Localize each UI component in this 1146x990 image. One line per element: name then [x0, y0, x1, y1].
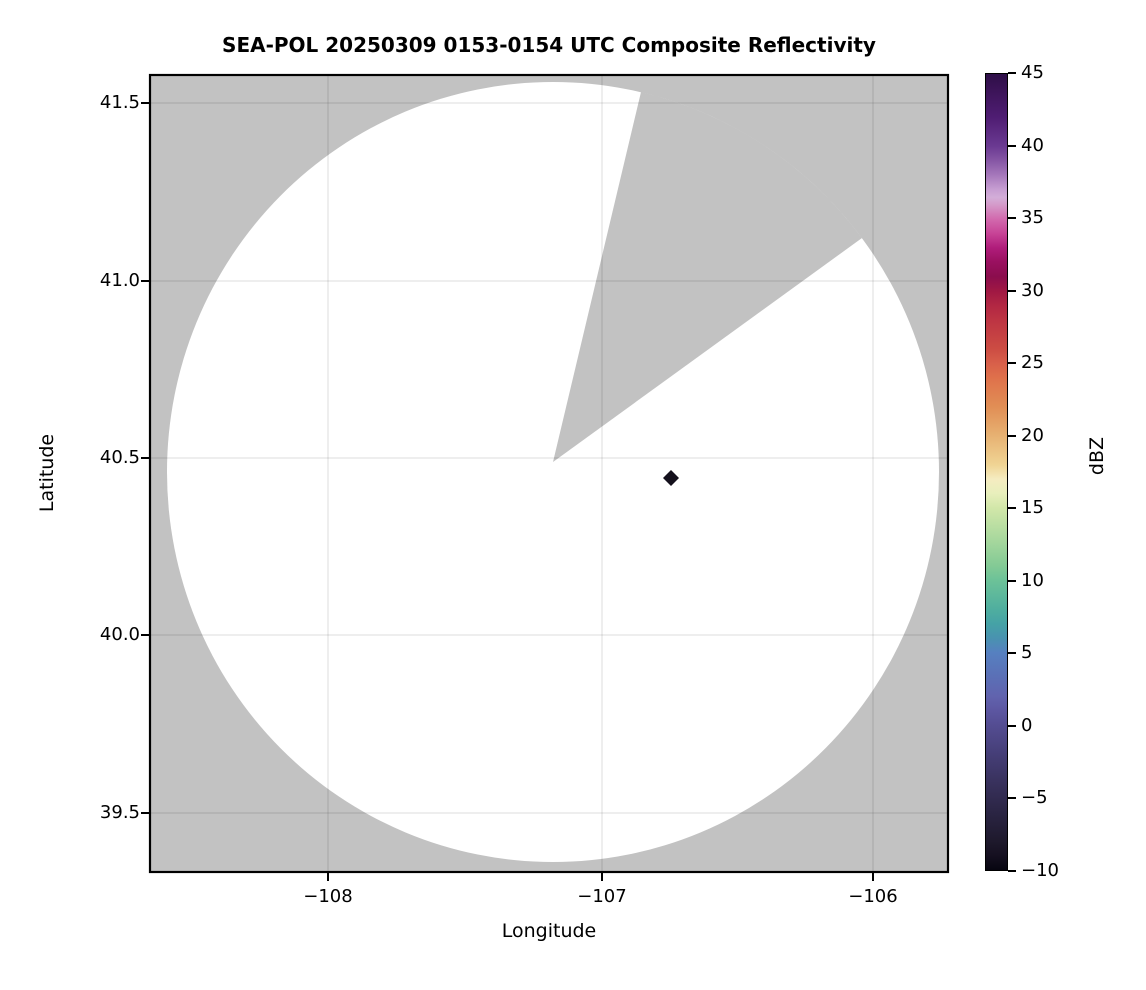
colorbar-tick	[1008, 362, 1016, 364]
y-tick-label: 41.5	[99, 92, 140, 113]
colorbar-tick	[1008, 72, 1016, 74]
colorbar-tick	[1008, 797, 1016, 799]
axis-tick-marks	[141, 102, 874, 881]
colorbar-tick-label: 25	[1021, 352, 1044, 373]
x-tick-label: −106	[848, 886, 898, 907]
y-tick-label: 40.5	[99, 447, 140, 468]
colorbar-tick	[1008, 217, 1016, 219]
colorbar-tick	[1008, 870, 1016, 872]
colorbar-tick-label: 30	[1021, 280, 1044, 301]
reflectivity-echo-point	[663, 470, 679, 486]
colorbar-tick-label: −10	[1021, 860, 1059, 881]
colorbar-tick	[1008, 580, 1016, 582]
colorbar-gradient	[985, 73, 1008, 871]
colorbar-tick-label: 20	[1021, 425, 1044, 446]
colorbar-tick	[1008, 725, 1016, 727]
colorbar-tick	[1008, 290, 1016, 292]
colorbar-tick-label: −5	[1021, 787, 1048, 808]
x-tick-label: −108	[303, 886, 353, 907]
colorbar-axis-label: dBZ	[1086, 436, 1108, 476]
y-tick-label: 40.0	[99, 624, 140, 645]
colorbar-tick-label: 15	[1021, 497, 1044, 518]
colorbar-tick-label: 40	[1021, 135, 1044, 156]
colorbar-tick-label: 0	[1021, 715, 1033, 736]
colorbar-tick	[1008, 145, 1016, 147]
y-tick-label: 41.0	[99, 270, 140, 291]
colorbar-tick	[1008, 507, 1016, 509]
blocked-sector-wedge	[553, 92, 862, 462]
colorbar-tick-label: 45	[1021, 62, 1044, 83]
plot-gridlines	[150, 75, 948, 872]
colorbar-tick-label: 10	[1021, 570, 1044, 591]
colorbar-tick-label: 5	[1021, 642, 1033, 663]
x-axis-label: Longitude	[501, 920, 597, 942]
plot-frame	[148, 73, 950, 874]
x-tick-label: −107	[577, 886, 627, 907]
colorbar-tick	[1008, 435, 1016, 437]
y-tick-label: 39.5	[99, 802, 140, 823]
colorbar-tick	[1008, 652, 1016, 654]
plot-title: SEA-POL 20250309 0153-0154 UTC Composite…	[222, 33, 876, 57]
y-axis-label: Latitude	[36, 433, 58, 513]
colorbar-tick-label: 35	[1021, 207, 1044, 228]
